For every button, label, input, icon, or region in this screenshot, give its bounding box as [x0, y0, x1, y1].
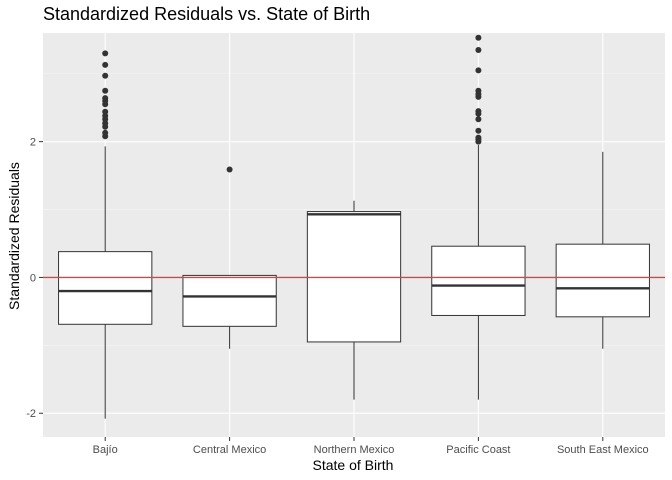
x-tick-label: Bajío — [93, 444, 118, 456]
outlier-point — [226, 166, 233, 173]
x-tick-label: South East Mexico — [557, 444, 649, 456]
outlier-point — [475, 67, 482, 74]
box-iqr — [182, 274, 277, 327]
outlier-point — [475, 46, 482, 53]
outlier-point — [102, 72, 109, 79]
outlier-point — [102, 87, 109, 94]
outlier-point — [102, 50, 109, 57]
outlier-point — [102, 108, 109, 115]
outlier-point — [102, 95, 109, 102]
outlier-point — [475, 134, 482, 141]
box-iqr — [431, 245, 526, 316]
x-tick-label: Central Mexico — [193, 444, 266, 456]
outlier-point — [475, 116, 482, 123]
x-tick-label: Pacific Coast — [446, 444, 510, 456]
outlier-point — [475, 108, 482, 115]
box-iqr — [58, 251, 153, 325]
outlier-point — [475, 87, 482, 94]
outlier-point — [102, 61, 109, 68]
chart-title: Standardized Residuals vs. State of Birt… — [43, 4, 371, 24]
x-tick-label: Northern Mexico — [314, 444, 395, 456]
y-tick-label: 2 — [30, 137, 36, 149]
y-tick-label: 0 — [30, 272, 36, 284]
x-axis-title: State of Birth — [312, 457, 394, 473]
outlier-point — [475, 34, 482, 41]
y-tick-label: -2 — [26, 408, 36, 420]
outlier-point — [102, 129, 109, 136]
box-iqr — [555, 243, 650, 318]
outlier-point — [475, 127, 482, 134]
